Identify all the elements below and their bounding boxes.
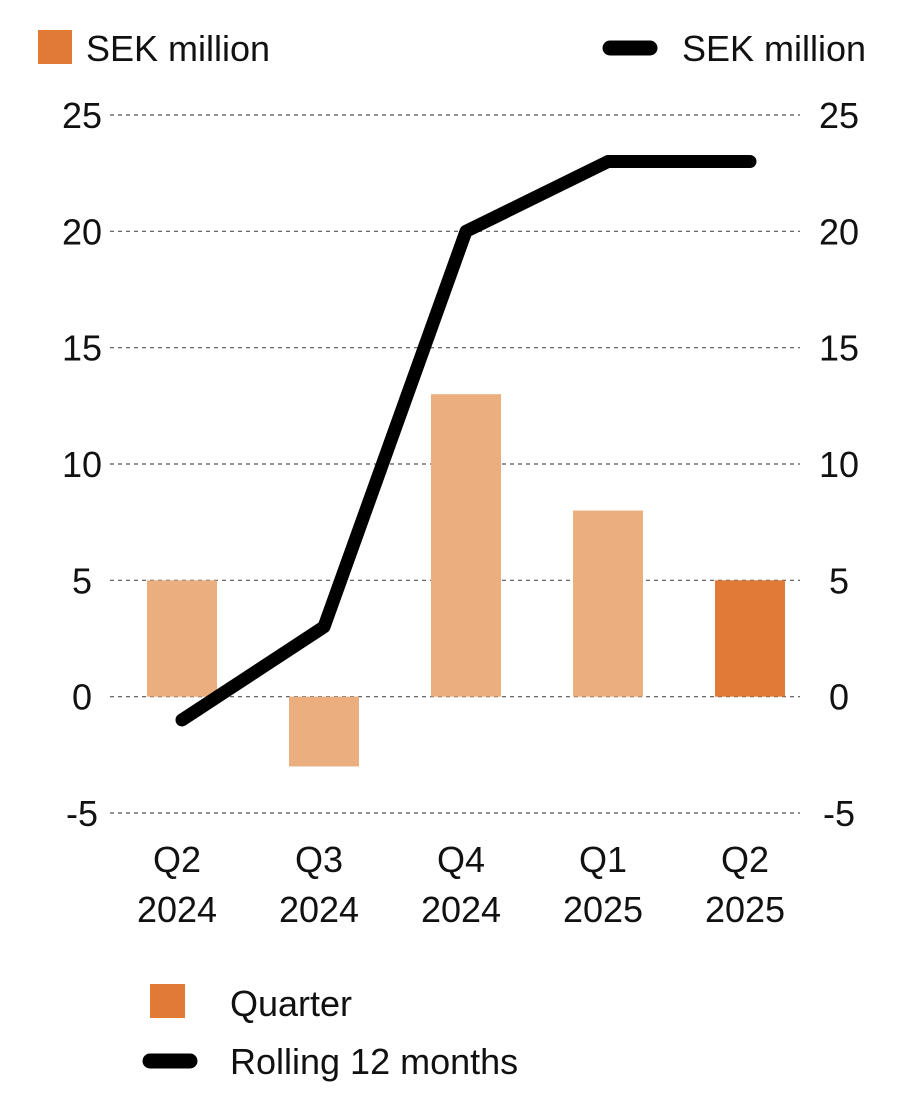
x-tick-label-quarter: Q2	[721, 839, 769, 880]
right-y-tick-label: -5	[823, 793, 855, 834]
bar-series-quarter	[147, 394, 785, 767]
x-tick-label-quarter: Q1	[579, 839, 627, 880]
right-y-tick-label: 0	[829, 677, 849, 718]
x-tick-label-year: 2024	[421, 889, 501, 930]
legend-label-rolling: Rolling 12 months	[230, 1041, 518, 1082]
left-axis-ticks: 25 20 15 10 5 0 -5	[62, 95, 102, 834]
right-axis-label: SEK million	[682, 28, 866, 69]
bar-0	[147, 580, 217, 697]
legend: Quarter Rolling 12 months	[142, 983, 518, 1082]
left-axis-key-swatch	[38, 30, 72, 64]
x-tick-label-quarter: Q3	[295, 839, 343, 880]
x-tick-label-year: 2024	[137, 889, 217, 930]
bar-1	[289, 696, 359, 767]
x-tick-label-year: 2025	[705, 889, 785, 930]
x-tick-label-quarter: Q4	[437, 839, 485, 880]
bar-4	[715, 580, 785, 697]
legend-label-quarter: Quarter	[230, 983, 352, 1024]
x-tick-label-quarter: Q2	[153, 839, 201, 880]
line-series-rolling	[175, 155, 757, 727]
x-tick-label-year: 2024	[279, 889, 359, 930]
x-tick-label-year: 2025	[563, 889, 643, 930]
left-y-tick-label: 0	[72, 677, 92, 718]
left-y-tick-label: 25	[62, 95, 102, 136]
legend-swatch-quarter	[150, 984, 185, 1018]
right-y-tick-label: 25	[819, 95, 859, 136]
right-y-tick-label: 20	[819, 211, 859, 252]
right-y-tick-label: 10	[819, 444, 859, 485]
left-y-tick-label: 20	[62, 211, 102, 252]
left-axis-label: SEK million	[86, 28, 270, 69]
right-y-tick-label: 5	[829, 560, 849, 601]
right-axis-ticks: 25 20 15 10 5 0 -5	[819, 95, 859, 834]
bar-2	[431, 394, 501, 697]
left-y-tick-label: 10	[62, 444, 102, 485]
left-y-tick-label: 15	[62, 328, 102, 369]
left-y-tick-label: -5	[66, 793, 98, 834]
x-axis-ticks: Q2 2024 Q3 2024 Q4 2024 Q1 2025 Q2 2025	[137, 839, 785, 930]
right-y-tick-label: 15	[819, 328, 859, 369]
bar-3	[573, 510, 643, 697]
left-y-tick-label: 5	[72, 560, 92, 601]
